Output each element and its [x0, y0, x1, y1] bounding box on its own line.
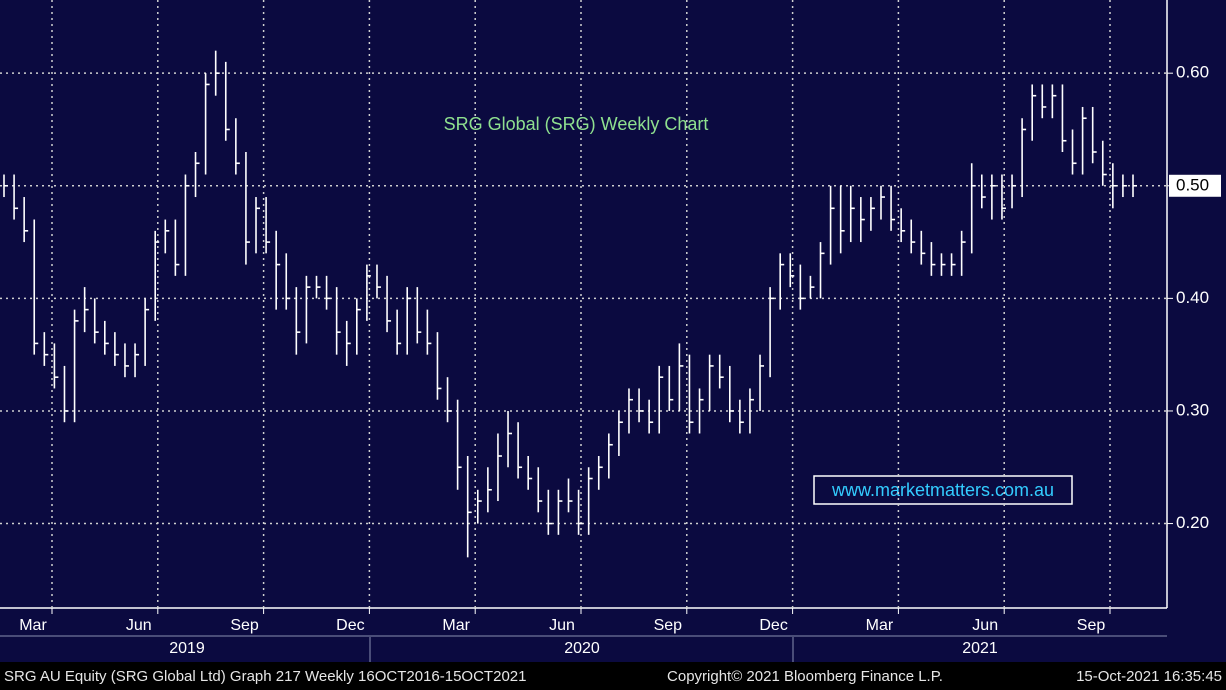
year-label: 2019: [169, 640, 205, 657]
footer-left: SRG AU Equity (SRG Global Ltd) Graph 217…: [4, 668, 526, 685]
x-tick-label: Sep: [230, 617, 259, 634]
chart-background: [0, 0, 1226, 662]
x-tick-label: Sep: [654, 617, 683, 634]
x-tick-label: Mar: [19, 617, 47, 634]
x-tick-label: Jun: [126, 617, 152, 634]
year-label: 2020: [564, 640, 600, 657]
x-tick-label: Sep: [1077, 617, 1106, 634]
x-tick-label: Dec: [336, 617, 364, 634]
y-tick-label: 0.30: [1176, 400, 1209, 419]
x-tick-label: Dec: [759, 617, 787, 634]
chart-title: SRG Global (SRG) Weekly Chart: [444, 114, 709, 134]
year-label: 2021: [962, 640, 998, 657]
last-value-box: [1169, 174, 1221, 197]
last-value-label: 0.50: [1176, 175, 1209, 194]
x-tick-label: Jun: [549, 617, 575, 634]
footer-center: Copyright© 2021 Bloomberg Finance L.P.: [667, 668, 943, 685]
y-tick-label: 0.40: [1176, 288, 1209, 307]
footer-right: 15-Oct-2021 16:35:45: [1076, 668, 1222, 685]
x-tick-label: Mar: [442, 617, 470, 634]
y-tick-label: 0.60: [1176, 63, 1209, 82]
watermark-box: [813, 475, 1073, 505]
y-tick-label: 0.20: [1176, 513, 1209, 532]
x-tick-label: Jun: [972, 617, 998, 634]
watermark: www.marketmatters.com.au: [831, 480, 1054, 500]
footer-background: [0, 662, 1226, 690]
x-tick-label: Mar: [866, 617, 894, 634]
